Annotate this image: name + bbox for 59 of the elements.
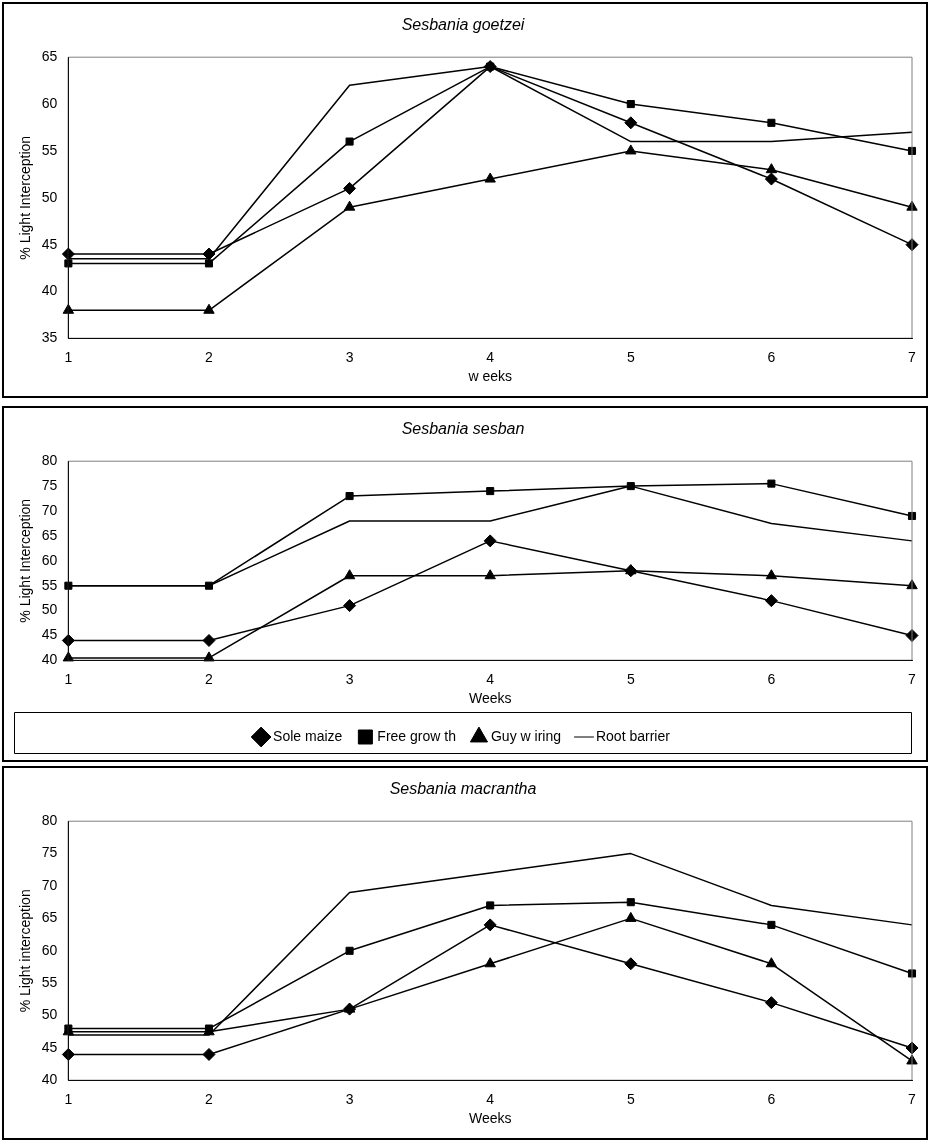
y-tick-label: 60 [41, 941, 58, 958]
x-tick-label: 7 [908, 670, 917, 687]
x-tick-label: 2 [205, 670, 214, 687]
y-tick-label: 45 [41, 626, 58, 643]
x-axis-title: Weeks [468, 1110, 512, 1127]
x-tick-label: 4 [486, 670, 495, 687]
legend-label: Guy w iring [490, 727, 561, 744]
chart-title: Sesbania sesban [401, 420, 525, 438]
x-axis-title: w eeks [467, 368, 512, 385]
y-tick-label: 75 [41, 844, 58, 861]
y-tick-label: 40 [41, 1071, 58, 1088]
x-tick-label: 5 [626, 1090, 635, 1107]
y-tick-label: 45 [41, 1038, 58, 1055]
y-tick-label: 70 [41, 876, 58, 893]
y-tick-label: 55 [41, 974, 58, 991]
y-axis-title: % Light interception [17, 889, 34, 1013]
x-tick-label: 4 [486, 348, 495, 365]
y-tick-label: 45 [41, 235, 58, 252]
y-tick-label: 60 [41, 551, 58, 568]
x-tick-label: 2 [205, 348, 214, 365]
x-tick-label: 7 [908, 348, 917, 365]
x-tick-label: 1 [64, 670, 73, 687]
y-tick-label: 40 [41, 651, 58, 668]
y-tick-label: 80 [41, 812, 58, 829]
x-tick-label: 3 [345, 670, 354, 687]
x-axis-title: Weeks [468, 690, 512, 707]
y-tick-label: 35 [41, 329, 58, 346]
x-tick-label: 6 [767, 348, 776, 365]
y-tick-label: 50 [41, 188, 58, 205]
x-tick-label: 1 [64, 1090, 73, 1107]
y-axis-title: % Light Interception [17, 135, 34, 260]
legend-label: Free grow th [377, 727, 456, 744]
y-tick-label: 60 [41, 94, 58, 111]
x-tick-label: 7 [908, 1090, 917, 1107]
y-tick-label: 65 [41, 48, 58, 65]
x-tick-label: 2 [205, 1090, 214, 1107]
x-tick-label: 3 [345, 1090, 354, 1107]
y-tick-label: 40 [41, 282, 58, 299]
y-tick-label: 55 [41, 576, 58, 593]
legend-label: Root barrier [595, 727, 671, 744]
y-tick-label: 55 [41, 141, 58, 158]
x-tick-label: 4 [486, 1090, 495, 1107]
legend-label: Sole maize [273, 727, 343, 744]
y-tick-label: 65 [41, 909, 58, 926]
y-tick-label: 50 [41, 1006, 58, 1023]
y-tick-label: 80 [41, 452, 58, 469]
x-tick-label: 6 [767, 670, 776, 687]
chart-title: Sesbania goetzei [401, 16, 525, 34]
x-tick-label: 5 [626, 670, 635, 687]
y-tick-label: 70 [41, 501, 58, 518]
y-tick-label: 50 [41, 601, 58, 618]
chart-title: Sesbania macrantha [389, 780, 537, 798]
y-axis-title: % Light Interception [17, 498, 34, 623]
y-tick-label: 75 [41, 476, 58, 493]
x-tick-label: 6 [767, 1090, 776, 1107]
y-tick-label: 65 [41, 526, 58, 543]
x-tick-label: 1 [64, 348, 73, 365]
x-tick-label: 5 [626, 348, 635, 365]
x-tick-label: 3 [345, 348, 354, 365]
